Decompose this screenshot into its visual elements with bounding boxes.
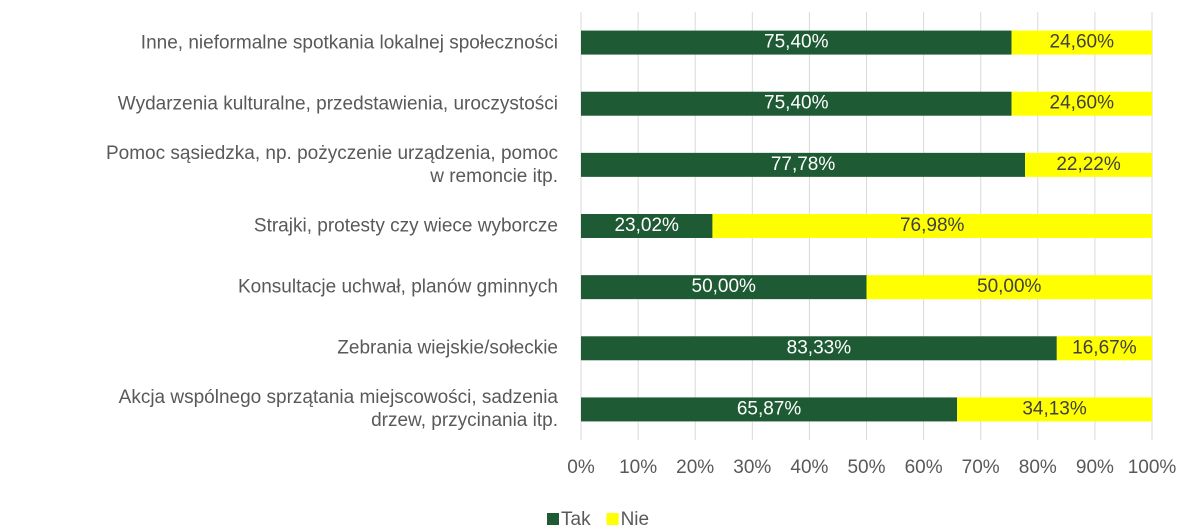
value-label: 24,60% xyxy=(1050,93,1115,114)
bar-segment xyxy=(866,275,1152,300)
category-label: Akcja wspólnego sprzątania miejscowości,… xyxy=(118,387,558,432)
x-tick-label: 0% xyxy=(567,457,595,478)
legend-label: Nie xyxy=(621,509,650,529)
x-tick-label: 70% xyxy=(962,457,1000,478)
category-label: Konsultacje uchwał, planów gminnych xyxy=(237,276,558,298)
x-tick-label: 40% xyxy=(790,457,828,478)
x-tick-label: 30% xyxy=(733,457,771,478)
legend-swatch xyxy=(547,513,559,525)
x-tick-label: 60% xyxy=(905,457,943,478)
value-label: 75,40% xyxy=(764,93,829,114)
category-label: Inne, nieformalne spotkania lokalnej spo… xyxy=(140,32,558,54)
value-label: 77,78% xyxy=(771,154,836,175)
x-tick-label: 10% xyxy=(619,457,657,478)
x-tick-label: 50% xyxy=(847,457,885,478)
bar-segment xyxy=(581,214,713,238)
bar-segment xyxy=(712,214,1152,238)
value-label: 16,67% xyxy=(1072,337,1137,358)
value-label: 75,40% xyxy=(764,32,829,53)
value-label: 22,22% xyxy=(1056,154,1121,175)
x-tick-label: 80% xyxy=(1019,457,1057,478)
value-label: 50,00% xyxy=(977,276,1042,297)
category-label: Pomoc sąsiedzka, np. pożyczenie urządzen… xyxy=(105,142,558,187)
bar-segment xyxy=(581,397,958,422)
x-tick-label: 20% xyxy=(676,457,714,478)
value-label: 65,87% xyxy=(737,398,802,419)
bar-segment xyxy=(581,275,867,300)
bar-segment xyxy=(581,152,1026,177)
category-label: Zebrania wiejskie/sołeckie xyxy=(337,337,558,359)
bar-segment xyxy=(581,336,1057,361)
bar-segment xyxy=(581,91,1012,116)
bar-segment xyxy=(581,30,1012,55)
bar-segment xyxy=(1011,91,1152,116)
value-label: 50,00% xyxy=(692,276,757,297)
bar-segment xyxy=(1056,336,1152,361)
value-label: 23,02% xyxy=(614,215,679,236)
x-tick-label: 90% xyxy=(1076,457,1114,478)
category-label: Wydarzenia kulturalne, przedstawienia, u… xyxy=(117,93,558,115)
x-tick-label: 100% xyxy=(1128,457,1177,478)
value-label: 83,33% xyxy=(787,337,852,358)
bar-segment xyxy=(1011,30,1152,55)
bar-segment xyxy=(1025,152,1152,177)
legend-swatch xyxy=(606,513,619,525)
legend-label: Tak xyxy=(561,509,591,529)
value-label: 76,98% xyxy=(900,215,965,236)
category-label: Strajki, protesty czy wiece wyborcze xyxy=(253,215,558,237)
bar-segment xyxy=(957,397,1152,422)
value-label: 24,60% xyxy=(1050,32,1115,53)
value-label: 34,13% xyxy=(1022,398,1087,419)
